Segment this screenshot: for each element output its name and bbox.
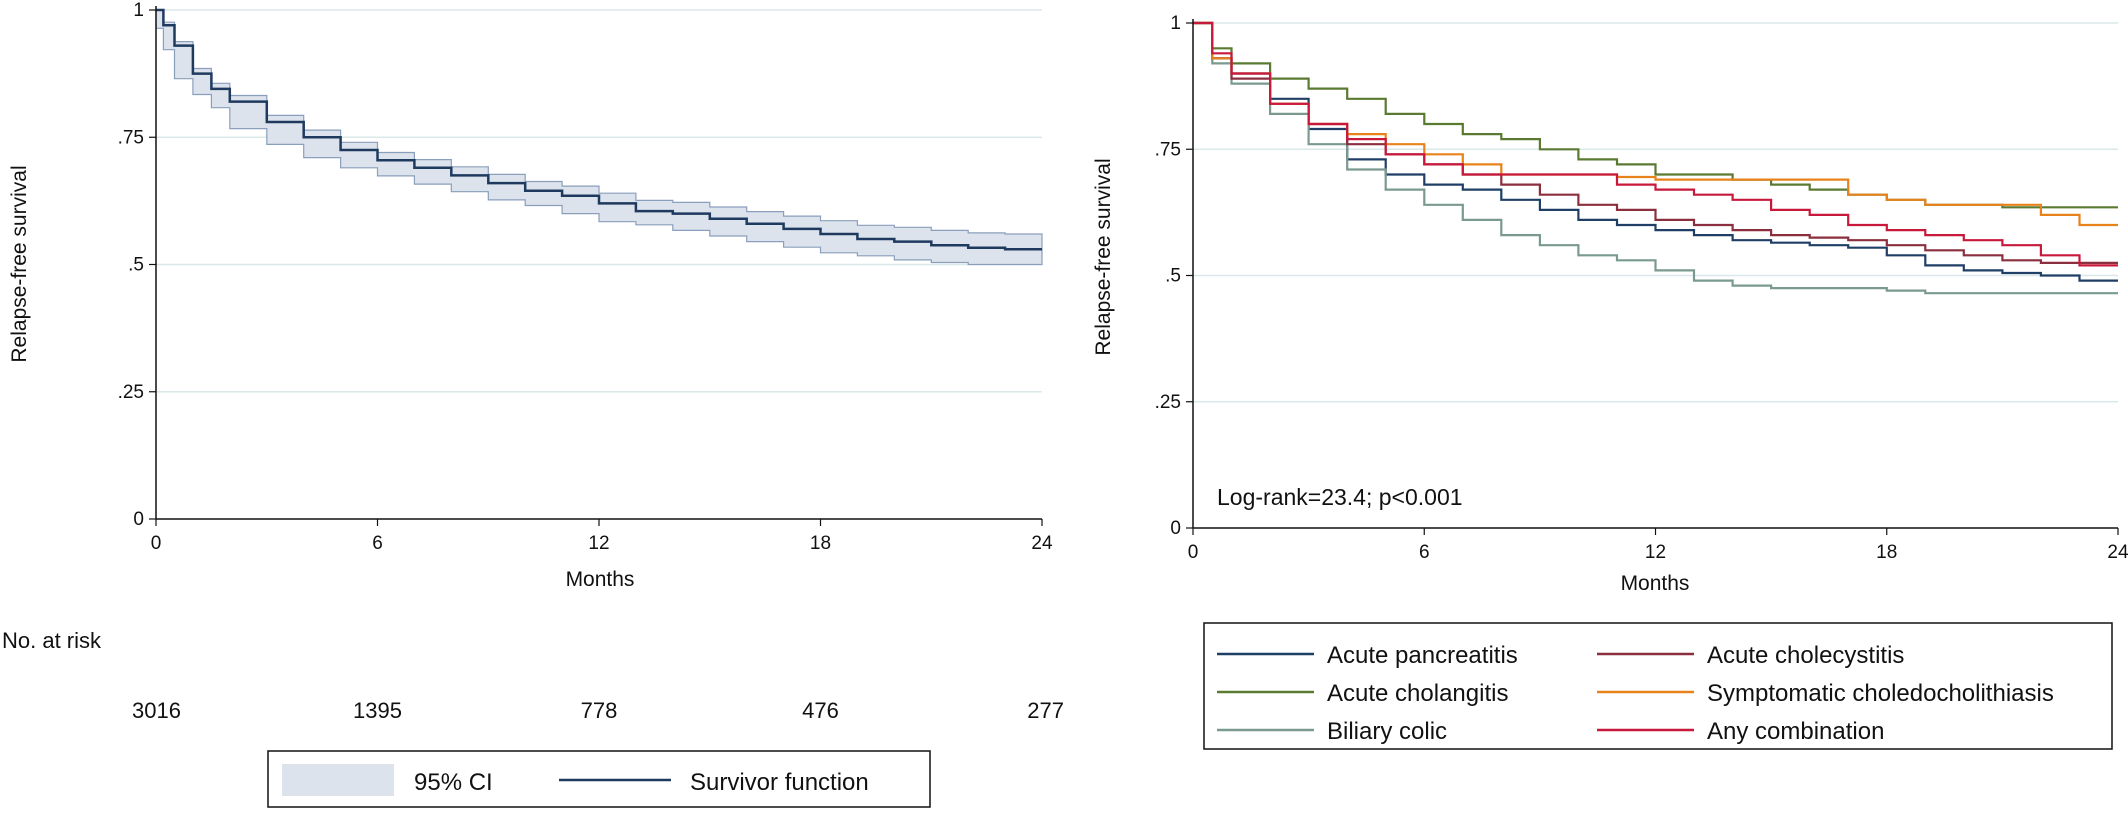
survival-chart-overall: 0 .25 .5 .75 1 0 6 12 18 24 Months Relapse-free s… <box>2 0 1064 808</box>
x-axis-label: Months <box>1621 572 1690 595</box>
y-tick-label: .25 <box>1155 392 1181 413</box>
y-tick-label: 1 <box>1170 13 1181 34</box>
y-tick-label: .25 <box>118 382 144 403</box>
risk-count: 3016 <box>132 698 181 723</box>
legend-ci-label: 95% CI <box>414 769 493 796</box>
y-tick-label: .5 <box>1165 266 1181 287</box>
legend-frame <box>1203 622 2113 750</box>
x-tick-label: 18 <box>810 533 831 554</box>
y-tick-label: .75 <box>118 127 144 148</box>
x-tick-label: 6 <box>372 533 383 554</box>
x-tick-label: 0 <box>1188 542 1199 563</box>
survival-chart-by-indication: 0 .25 .5 .75 1 0 6 12 18 24 Months Relapse-free s… <box>1092 13 2128 750</box>
risk-count: 778 <box>581 698 618 723</box>
y-tick-label: 0 <box>1170 518 1181 539</box>
x-tick-label: 12 <box>1645 542 1666 563</box>
risk-count: 277 <box>1027 698 1064 723</box>
axes <box>149 6 1043 526</box>
x-tick-label: 6 <box>1419 542 1430 563</box>
tick-labels: 0 .25 .5 .75 1 0 6 12 18 24 <box>1155 13 2128 563</box>
x-tick-label: 18 <box>1876 542 1897 563</box>
y-tick-label: .5 <box>128 255 144 276</box>
legend-label: Biliary colic <box>1327 718 1447 745</box>
risk-count: 1395 <box>353 698 402 723</box>
risk-table-values: 3016 1395 778 476 277 <box>132 698 1064 723</box>
series-line-acute-pancreatitis <box>1193 21 2118 282</box>
tick-labels: 0 .25 .5 .75 1 0 6 12 18 24 <box>118 0 1053 554</box>
y-tick-label: 0 <box>133 509 144 530</box>
y-tick-label: 1 <box>133 0 144 21</box>
axes <box>1186 19 2119 535</box>
legend-overall: 95% CI Survivor function <box>267 750 931 808</box>
x-tick-label: 24 <box>1031 533 1053 554</box>
risk-count: 476 <box>802 698 839 723</box>
legend-label: Any combination <box>1707 718 1884 745</box>
series-line-survivor-function <box>156 8 1042 251</box>
series-lines <box>1193 21 2118 295</box>
risk-table-label: No. at risk <box>2 628 102 653</box>
legend-label: Acute pancreatitis <box>1327 642 1518 669</box>
x-axis-label: Months <box>566 568 635 591</box>
legend-label: Acute cholangitis <box>1327 680 1508 707</box>
legend-label: Symptomatic choledocholithiasis <box>1707 680 2054 707</box>
x-tick-label: 24 <box>2107 542 2128 563</box>
y-tick-label: .75 <box>1155 139 1181 160</box>
legend-by-indication: Acute pancreatitis Acute cholecystitis Acu… <box>1217 642 2054 745</box>
legend-ci-swatch <box>282 764 394 796</box>
log-rank-annotation: Log-rank=23.4; p<0.001 <box>1217 484 1463 510</box>
series-lines <box>156 8 1042 251</box>
x-tick-label: 12 <box>588 533 609 554</box>
legend-label: Acute cholecystitis <box>1707 642 1904 669</box>
legend-line-label: Survivor function <box>690 769 869 796</box>
x-tick-label: 0 <box>151 533 162 554</box>
series-line-any-combination <box>1193 21 2118 267</box>
y-axis-label: Relapse-free survival <box>1092 158 1115 355</box>
y-axis-label: Relapse-free survival <box>8 165 31 362</box>
series-line-biliary-colic <box>1193 21 2118 295</box>
